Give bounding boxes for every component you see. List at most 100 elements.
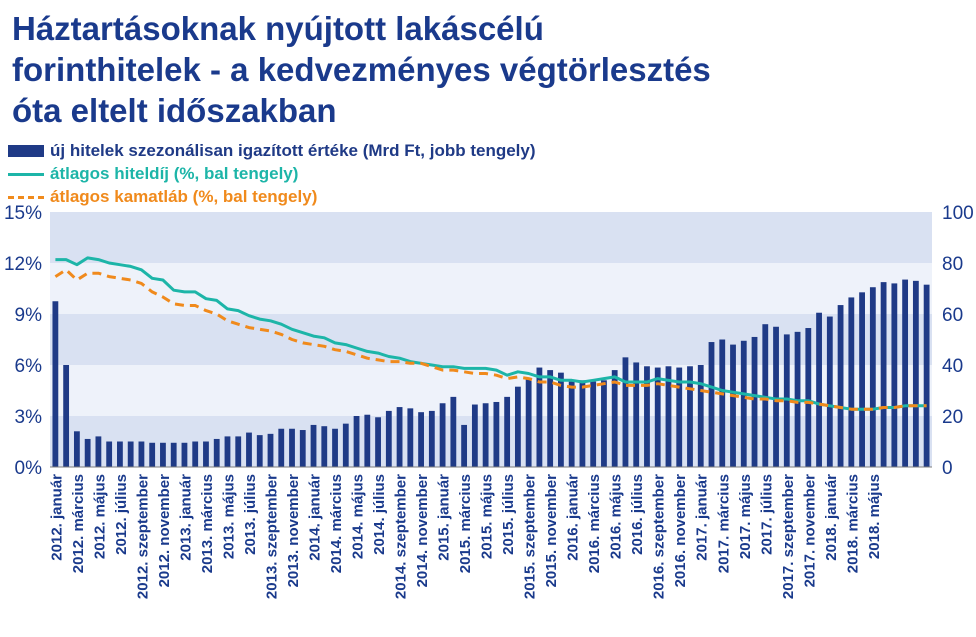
bar bbox=[95, 436, 102, 467]
bar bbox=[859, 292, 865, 467]
legend-label-interest-rate: átlagos kamatláb (%, bal tengely) bbox=[50, 187, 318, 206]
x-axis-tick-label: 2015. március bbox=[457, 474, 474, 573]
bar bbox=[52, 301, 59, 467]
bar bbox=[504, 396, 511, 467]
left-axis-tick-label: 0% bbox=[15, 458, 43, 479]
bar bbox=[730, 344, 736, 467]
x-axis-tick-label: 2012. szeptember bbox=[134, 474, 151, 599]
bar bbox=[697, 365, 704, 467]
x-axis-tick-label: 2014. július bbox=[371, 474, 388, 555]
chart-title: Háztartásoknak nyújtott lakáscélú forint… bbox=[12, 8, 962, 131]
x-axis-tick-label: 2014. szeptember bbox=[393, 474, 410, 599]
bar bbox=[622, 357, 629, 467]
bar bbox=[332, 428, 338, 467]
bar bbox=[826, 316, 833, 467]
right-axis-tick-label: 80 bbox=[942, 254, 963, 275]
x-axis-tick-label: 2014. január bbox=[307, 474, 324, 561]
bar bbox=[536, 367, 543, 467]
x-axis-tick-label: 2012. július bbox=[113, 474, 130, 555]
x-axis-tick-label: 2013. november bbox=[285, 474, 302, 588]
bar bbox=[364, 414, 371, 467]
x-axis-tick-label: 2014. november bbox=[414, 474, 431, 588]
bar bbox=[84, 438, 91, 467]
right-axis-tick-label: 60 bbox=[942, 305, 963, 326]
x-axis-tick-label: 2012. május bbox=[91, 474, 108, 559]
bar bbox=[117, 441, 123, 467]
x-axis-tick-label: 2018. május bbox=[866, 474, 883, 559]
x-axis-tick-label: 2013. július bbox=[242, 474, 259, 555]
bar bbox=[63, 365, 70, 467]
bar bbox=[719, 339, 726, 467]
bar bbox=[708, 342, 715, 467]
bar bbox=[407, 408, 414, 467]
bar bbox=[160, 442, 166, 467]
bar bbox=[923, 284, 930, 467]
bar bbox=[289, 428, 295, 467]
bar bbox=[783, 334, 790, 467]
bar bbox=[568, 381, 575, 467]
x-axis-tick-label: 2012. január bbox=[48, 474, 65, 561]
x-axis-tick-label: 2017. november bbox=[801, 474, 818, 588]
legend-swatch-dashed bbox=[8, 190, 44, 204]
x-axis-tick-label: 2012. március bbox=[70, 474, 87, 573]
bar bbox=[848, 297, 855, 467]
x-axis-tick-label: 2016. július bbox=[629, 474, 646, 555]
left-axis-tick-label: 15% bbox=[4, 203, 42, 224]
bar bbox=[547, 370, 554, 467]
x-axis-tick-label: 2016. november bbox=[672, 474, 689, 588]
title-line-2-rest: - a kedvezményes végtörlesztés bbox=[200, 51, 711, 88]
x-axis-tick-label: 2015. május bbox=[479, 474, 496, 559]
x-axis-tick-label: 2014. március bbox=[328, 474, 345, 573]
bar bbox=[192, 441, 199, 467]
background-band bbox=[50, 212, 932, 263]
bar bbox=[149, 442, 156, 467]
bar bbox=[665, 366, 672, 467]
bar bbox=[590, 381, 597, 467]
bar bbox=[213, 438, 220, 467]
bar bbox=[633, 362, 640, 467]
legend-item-interest-rate: átlagos kamatláb (%, bal tengely) bbox=[8, 185, 536, 208]
bar bbox=[246, 432, 252, 467]
x-axis-tick-label: 2016. január bbox=[565, 474, 582, 561]
bar bbox=[278, 428, 285, 467]
bar bbox=[321, 426, 328, 467]
bar bbox=[461, 424, 468, 467]
bar bbox=[471, 404, 478, 467]
bar bbox=[644, 366, 650, 467]
bar bbox=[450, 396, 457, 467]
legend-item-new-loans: új hitelek szezonálisan igazított értéke… bbox=[8, 139, 536, 162]
x-axis-tick-label: 2015. szeptember bbox=[522, 474, 539, 599]
bar bbox=[902, 279, 909, 467]
x-axis-tick-label: 2013. január bbox=[177, 474, 194, 561]
bar bbox=[601, 380, 607, 467]
bar bbox=[816, 312, 822, 467]
bar bbox=[579, 380, 586, 467]
bar bbox=[396, 407, 403, 467]
bar bbox=[773, 326, 779, 467]
x-axis-tick-label: 2016. szeptember bbox=[651, 474, 668, 599]
bar bbox=[805, 328, 812, 467]
bar bbox=[558, 372, 564, 467]
bar bbox=[73, 431, 80, 467]
right-axis-tick-label: 20 bbox=[942, 407, 963, 428]
x-axis-tick-label: 2013. március bbox=[199, 474, 216, 573]
bar bbox=[428, 410, 435, 467]
x-axis-tick-label: 2016. március bbox=[586, 474, 603, 573]
bar bbox=[837, 305, 844, 467]
bar bbox=[687, 366, 693, 467]
left-axis-tick-label: 3% bbox=[15, 407, 43, 428]
bar bbox=[912, 280, 919, 467]
bar bbox=[170, 442, 177, 467]
x-axis-tick-label: 2017. július bbox=[758, 474, 775, 555]
bar bbox=[654, 367, 661, 467]
right-axis-tick-label: 40 bbox=[942, 356, 963, 377]
bar bbox=[256, 435, 263, 467]
bar bbox=[482, 403, 489, 467]
bar bbox=[762, 324, 769, 467]
legend-label-loan-fee: átlagos hiteldíj (%, bal tengely) bbox=[50, 164, 299, 183]
legend-swatch-line bbox=[8, 167, 44, 181]
bar bbox=[869, 287, 876, 467]
x-axis-tick-label: 2014. május bbox=[350, 474, 367, 559]
title-line-1: Háztartásoknak nyújtott lakáscélú bbox=[12, 10, 544, 47]
